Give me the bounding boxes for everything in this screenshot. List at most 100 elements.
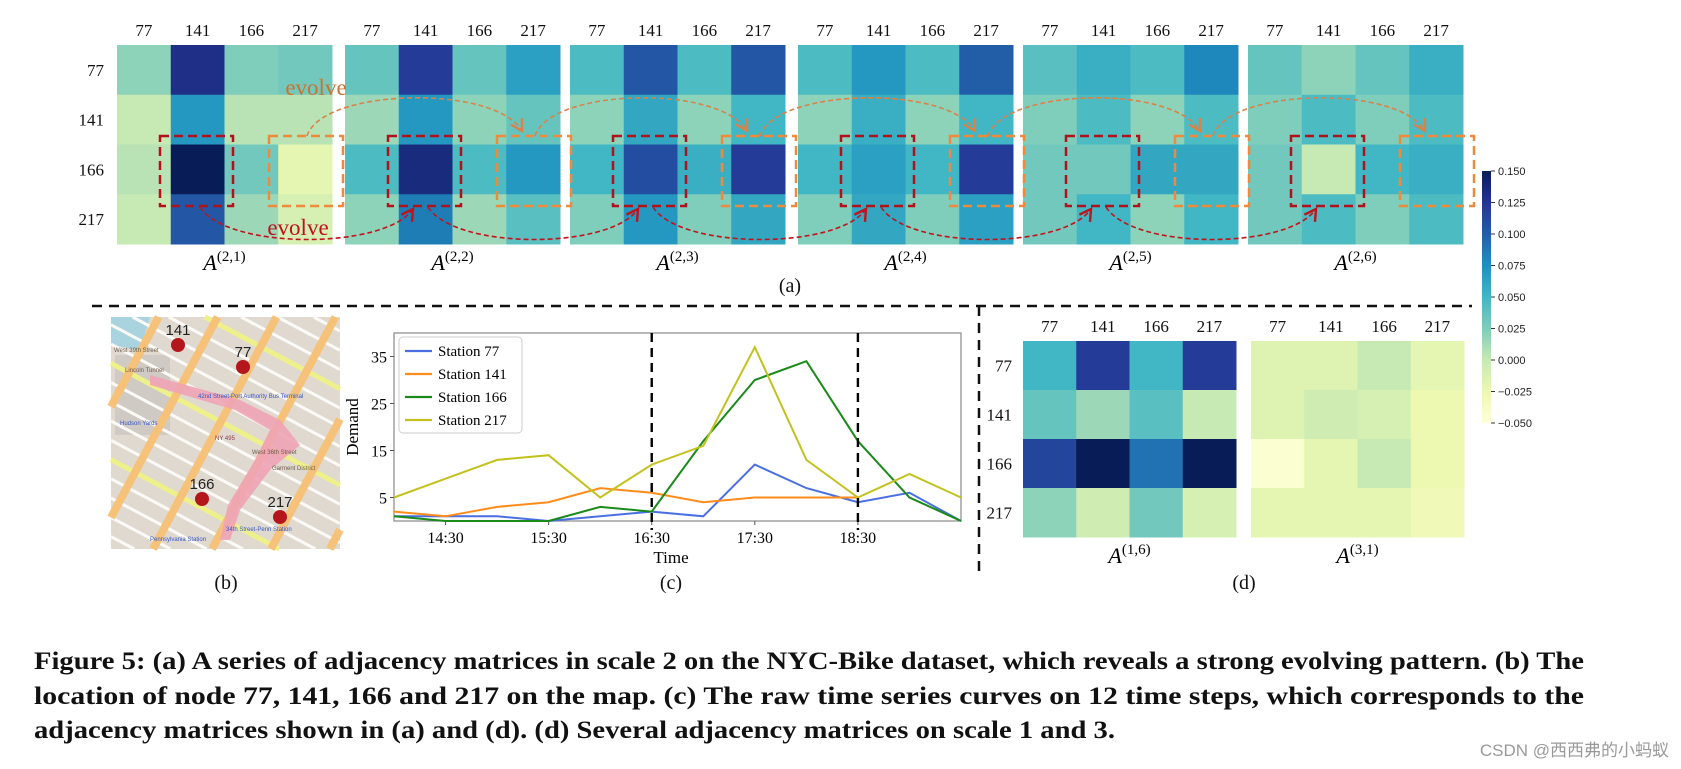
colorbar-tick-label: 0.125	[1498, 198, 1526, 210]
heatmap-cell	[623, 144, 678, 195]
heatmap-cell	[623, 45, 678, 96]
heatmap-cell	[1130, 194, 1185, 245]
colorbar-tick-label: 0.075	[1498, 261, 1526, 273]
caption-line-3: adjacency matrices shown in (a) and (d).…	[34, 717, 1115, 744]
column-label: 166	[1371, 317, 1397, 336]
map-street	[109, 361, 342, 488]
matrix-title: A(1,6)	[1106, 542, 1150, 568]
heatmap-cell	[1023, 341, 1077, 391]
heatmap-cell	[1409, 45, 1464, 96]
heatmap-matrix: 77 141 166 217 77 141 166 217 A(1,6)	[987, 317, 1237, 568]
colorbar-tick-label: 0.100	[1498, 229, 1526, 241]
heatmap-cell	[398, 45, 453, 96]
heatmap-cell	[1182, 439, 1237, 489]
heatmap-cell	[798, 45, 853, 96]
heatmap-cell	[1023, 390, 1077, 440]
heatmap-cell	[224, 194, 279, 245]
column-label: 166	[467, 21, 493, 40]
map-place-label: Pennsylvania Station	[150, 537, 206, 543]
colorbar-tick-label: 0.150	[1498, 166, 1526, 178]
legend-label: Station 166	[438, 390, 507, 406]
heatmap-cell	[959, 144, 1014, 195]
heatmap-cell	[1410, 341, 1465, 391]
evolve-arrow-red	[1105, 206, 1318, 241]
column-label: 141	[1316, 21, 1342, 40]
evolve-label-orange: evolve	[285, 75, 346, 100]
highlight-box-red	[1289, 134, 1366, 208]
column-label: 77	[363, 21, 381, 40]
column-label: 166	[239, 21, 265, 40]
heatmap-cell	[798, 94, 853, 145]
heatmap-cell	[798, 144, 853, 195]
heatmap-cell	[1357, 439, 1412, 489]
evolve-arrow-orange	[306, 97, 524, 137]
column-label: 217	[1423, 21, 1449, 40]
matrix-title: A(2,3)	[654, 249, 698, 275]
heatmap-cell	[1248, 144, 1303, 195]
map-avenue	[107, 315, 222, 520]
heatmap-cell	[1251, 390, 1305, 440]
column-label: 141	[1091, 21, 1117, 40]
heatmap-cell	[959, 45, 1014, 96]
heatmap-cell	[1130, 45, 1185, 96]
evolve-arrow-orange	[987, 97, 1202, 137]
heatmap-cell	[1304, 390, 1358, 440]
legend-box	[398, 336, 523, 434]
heatmap-cell	[570, 194, 625, 245]
map-place-label: Hudson Yards	[120, 421, 157, 427]
heatmap-cell	[398, 94, 453, 145]
heatmap-cell	[1129, 488, 1184, 538]
x-tick-label: 17:30	[737, 530, 773, 547]
heatmap-cell	[345, 144, 400, 195]
heatmap-cell	[1076, 390, 1130, 440]
y-tick-label: 25	[371, 397, 387, 414]
legend-label: Station 217	[438, 413, 507, 429]
column-label: 77	[816, 21, 834, 40]
y-tick-label: 35	[371, 350, 387, 367]
matrix-title: A(3,1)	[1334, 542, 1378, 568]
heatmap-cell	[851, 194, 906, 245]
heatmap-cell	[623, 194, 678, 245]
column-label: 77	[1269, 317, 1287, 336]
row-label: 166	[987, 455, 1013, 474]
heatmap-cell	[1182, 488, 1237, 538]
heatmap-cell	[798, 194, 853, 245]
heatmap-cell	[1023, 439, 1077, 489]
x-tick-label: 14:30	[427, 530, 463, 547]
heatmap-cell	[452, 194, 507, 245]
heatmap-cell	[278, 144, 333, 195]
heatmap-cell	[1251, 488, 1305, 538]
demand-line-chart: 5 15 25 35 14:30 15:30 16:30 17:30 18:30 Station…	[343, 332, 962, 567]
column-label: 141	[413, 21, 439, 40]
x-axis-label: Time	[653, 548, 688, 567]
heatmap-cell	[1301, 144, 1356, 195]
x-tick-label: 15:30	[530, 530, 566, 547]
panel-d-heatmaps: 77 141 166 217 77 141 166 217 A(1,6) 77 141 166 217 A…	[987, 317, 1465, 568]
map: Lincoln Tunnel NY 495 42nd Street-Port Aut…	[107, 314, 344, 552]
heatmap-cell	[1301, 194, 1356, 245]
heatmap-cell	[1129, 341, 1184, 391]
heatmap-cell	[731, 144, 786, 195]
station-marker-label: 217	[267, 494, 292, 511]
heatmap-matrix: 77 141 166 217 A(2,5)	[1023, 21, 1239, 275]
caption-line-1: Figure 5: (a) A series of adjacency matr…	[34, 648, 1584, 675]
map-street	[109, 457, 281, 552]
figure-caption: Figure 5: (a) A series of adjacency matr…	[34, 648, 1584, 744]
map-street	[203, 314, 342, 392]
heatmap-cell	[1076, 144, 1131, 195]
heatmap-cell	[170, 194, 225, 245]
heatmap-cell	[345, 94, 400, 145]
column-label: 77	[588, 21, 606, 40]
heatmap-cell	[1129, 390, 1184, 440]
heatmap-cell	[224, 45, 279, 96]
heatmap-cell	[1023, 45, 1078, 96]
heatmap-cell	[1357, 341, 1412, 391]
heatmap-cell	[1357, 390, 1412, 440]
row-label: 141	[79, 111, 105, 130]
caption-line-2: location of node 77, 141, 166 and 217 on…	[34, 683, 1584, 710]
station-marker	[195, 492, 209, 506]
colorbar-tick-label: −0.025	[1498, 387, 1532, 399]
heatmap-cell	[1076, 341, 1130, 391]
heatmap-cell	[959, 194, 1014, 245]
